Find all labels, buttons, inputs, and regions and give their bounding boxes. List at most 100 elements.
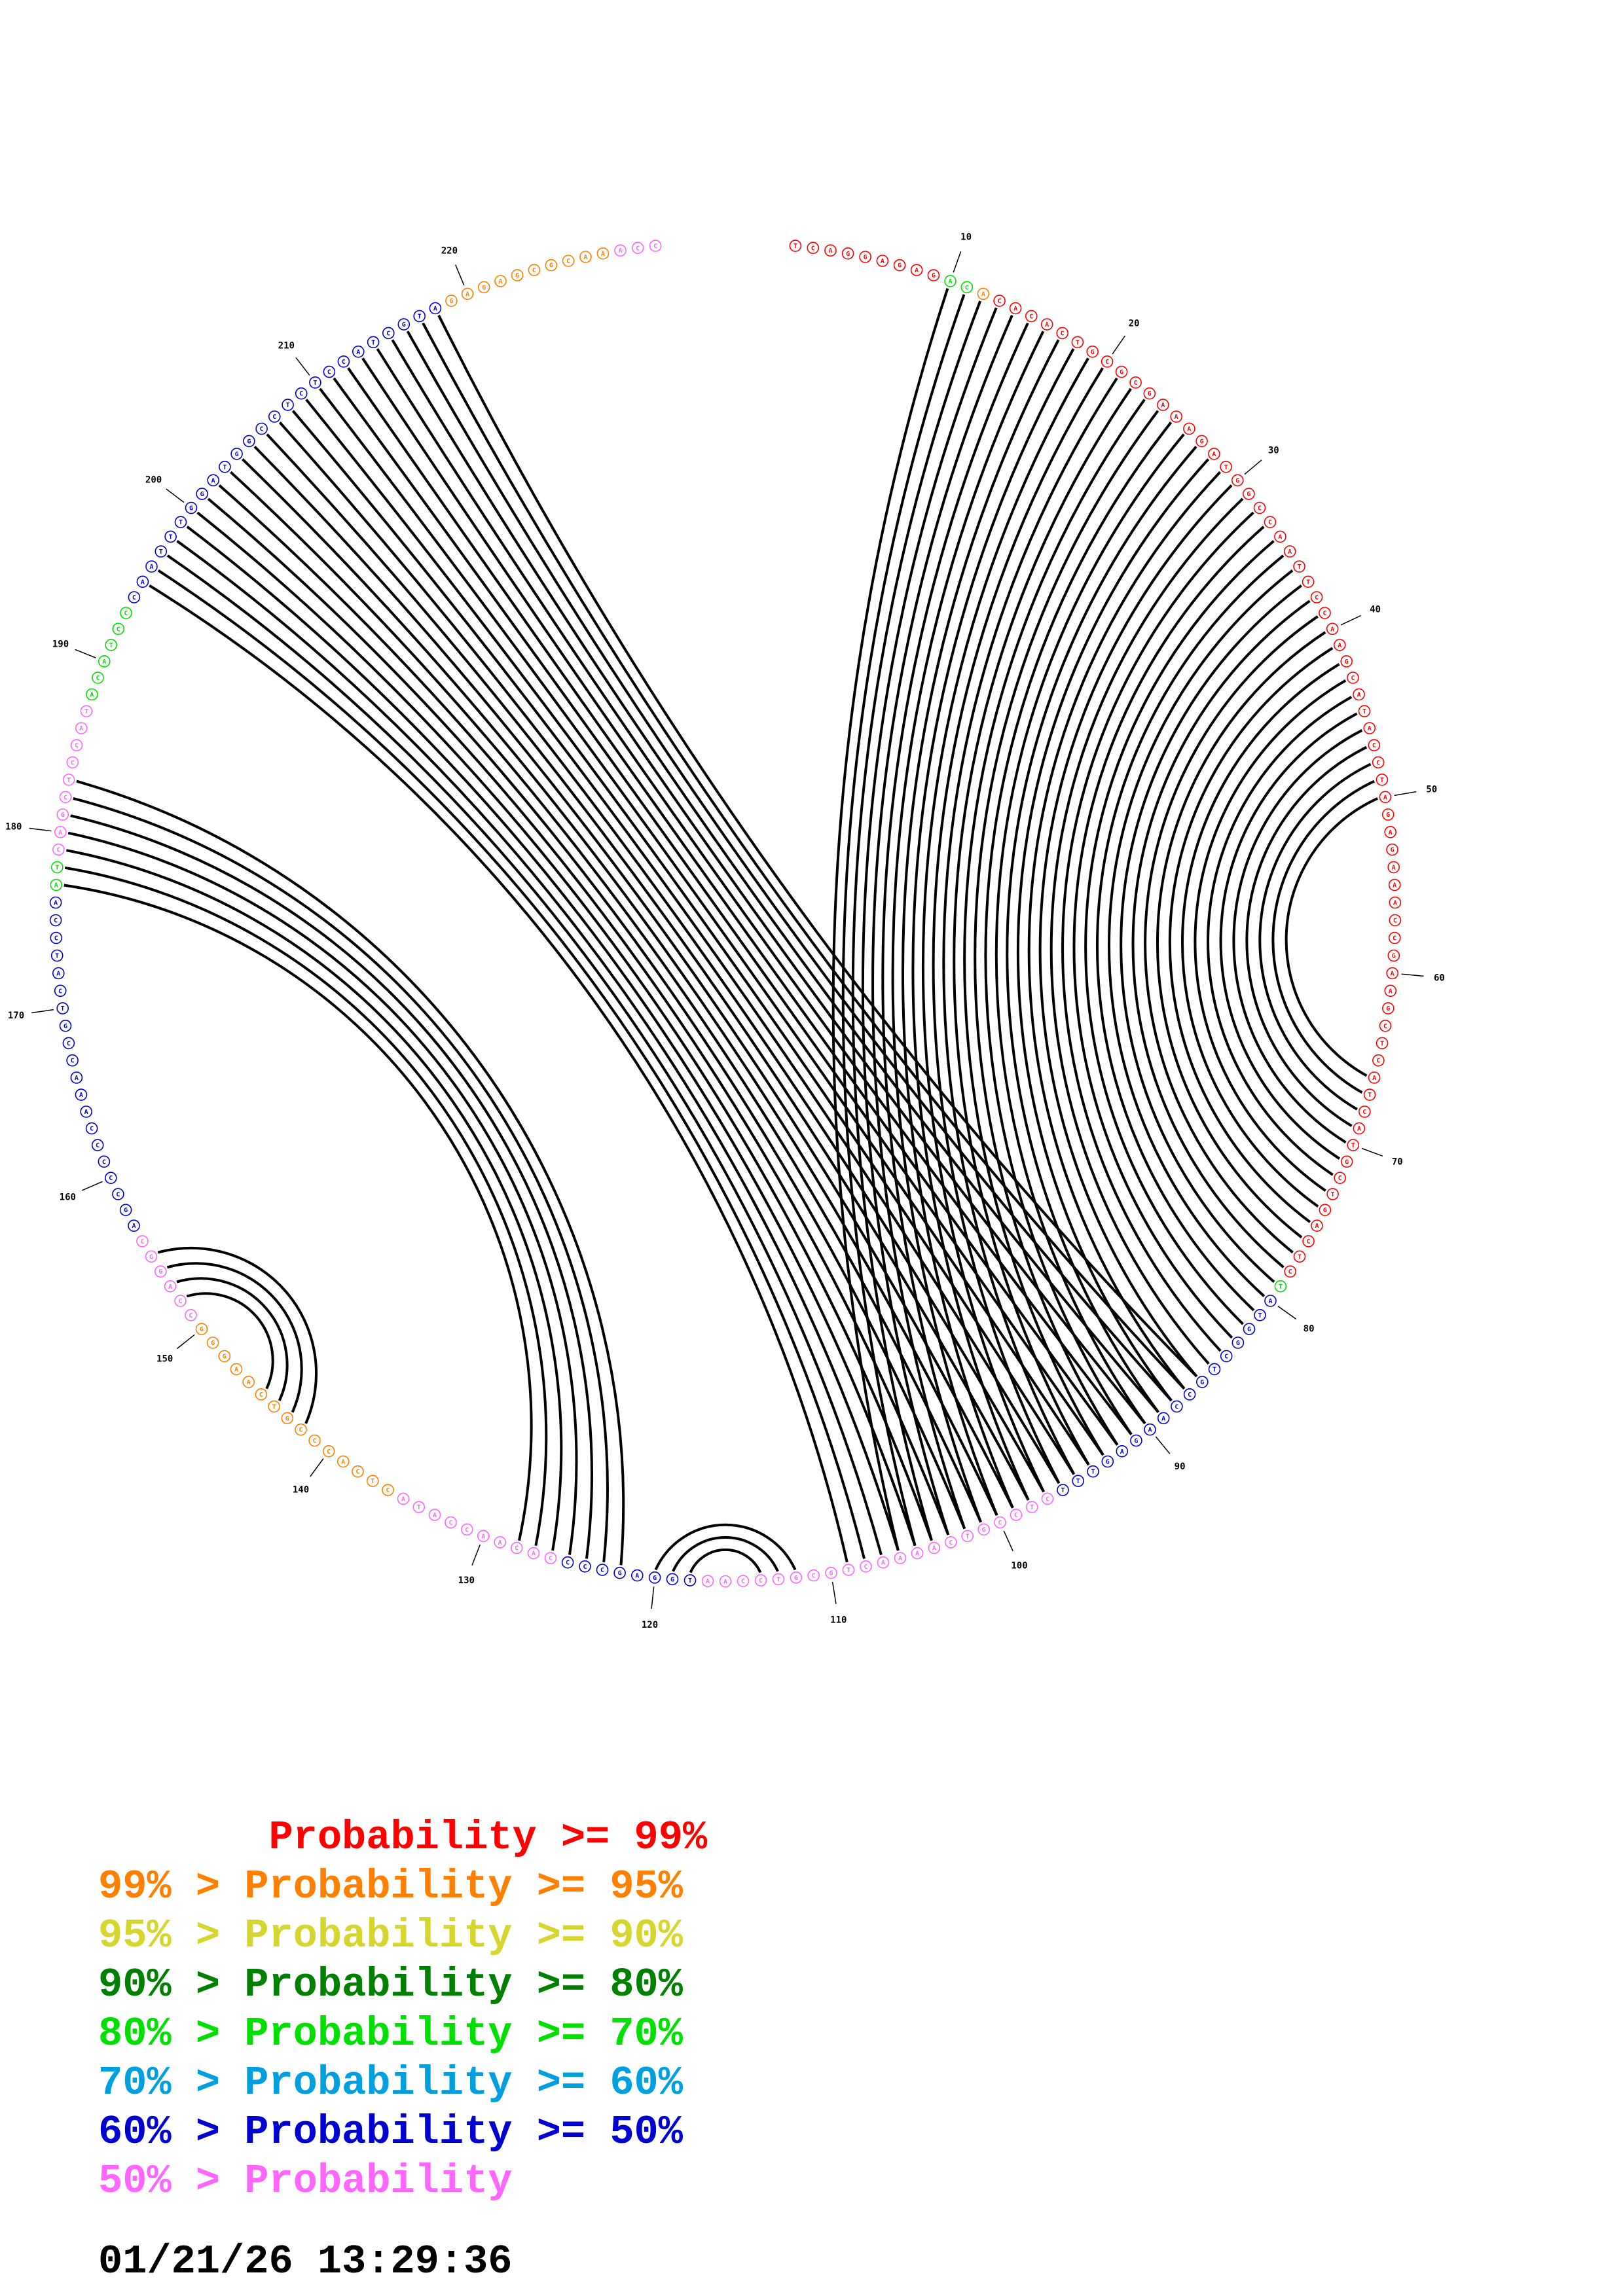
tick-label: 110 xyxy=(830,1615,847,1625)
nucleotide: T xyxy=(1293,560,1305,573)
svg-text:T: T xyxy=(1331,1191,1335,1198)
svg-text:G: G xyxy=(1134,1438,1138,1445)
svg-text:T: T xyxy=(1368,1092,1372,1099)
svg-text:T: T xyxy=(179,519,183,526)
svg-text:A: A xyxy=(532,1551,536,1558)
svg-text:C: C xyxy=(313,1438,317,1445)
svg-text:A: A xyxy=(915,1551,919,1558)
base-pair-arc xyxy=(196,511,933,1541)
svg-text:C: C xyxy=(965,284,969,291)
nucleotide: A xyxy=(1334,639,1346,651)
svg-text:T: T xyxy=(169,533,173,541)
nucleotide: A xyxy=(1386,967,1398,980)
svg-text:A: A xyxy=(149,564,153,571)
nucleotide: G xyxy=(281,1412,294,1425)
svg-text:C: C xyxy=(566,258,570,265)
svg-text:A: A xyxy=(1357,692,1361,699)
nucleotide: G xyxy=(1231,474,1244,487)
nucleotide: G xyxy=(56,808,69,821)
svg-text:C: C xyxy=(71,759,75,766)
base-pair-arc xyxy=(1181,663,1340,1208)
nucleotide: G xyxy=(445,295,458,307)
nucleotide: C xyxy=(98,1155,111,1168)
tick-mark xyxy=(1394,791,1417,797)
svg-text:T: T xyxy=(1380,1040,1384,1047)
base-pair-arc xyxy=(67,831,578,1555)
tick-mark xyxy=(651,1587,655,1609)
nucleotide: A xyxy=(461,287,474,300)
nucleotide: A xyxy=(877,1556,890,1569)
nucleotide: C xyxy=(579,1560,591,1573)
svg-text:G: G xyxy=(864,254,867,261)
svg-text:C: C xyxy=(1315,594,1319,601)
nucleotide: A xyxy=(876,255,889,267)
nucleotide: A xyxy=(54,826,67,838)
base-pair-arc xyxy=(157,569,866,1559)
nucleotide: C xyxy=(59,791,72,804)
svg-text:C: C xyxy=(1188,1391,1192,1399)
svg-text:C: C xyxy=(117,626,120,633)
svg-text:T: T xyxy=(159,548,163,556)
nucleotide: G xyxy=(893,259,906,272)
base-pair-arc xyxy=(984,422,1173,1435)
nucleotide: G xyxy=(1086,345,1099,358)
tick-label: 60 xyxy=(1434,973,1445,984)
svg-text:C: C xyxy=(549,1555,553,1562)
legend-entry-99: Probability >= 99% xyxy=(98,1814,708,1861)
nucleotide: T xyxy=(413,310,426,323)
svg-text:A: A xyxy=(1368,725,1372,732)
nucleotide: C xyxy=(255,1388,268,1401)
tick-mark xyxy=(29,827,52,832)
svg-text:G: G xyxy=(1386,1005,1390,1013)
tick-label: 30 xyxy=(1268,445,1279,456)
svg-text:A: A xyxy=(56,971,60,978)
tick-label: 80 xyxy=(1304,1323,1315,1334)
svg-text:C: C xyxy=(949,1539,953,1547)
nucleotide: T xyxy=(366,1475,379,1487)
svg-text:C: C xyxy=(1322,610,1326,617)
tick-mark xyxy=(166,488,185,503)
nucleotide: T xyxy=(155,545,168,558)
nucleotide: A xyxy=(128,1219,140,1232)
svg-text:T: T xyxy=(55,953,59,960)
nucleotide: A xyxy=(164,1280,177,1293)
nucleotide: C xyxy=(528,264,541,276)
svg-text:G: G xyxy=(1247,491,1250,498)
nucleotide: A xyxy=(1157,399,1169,411)
legend-entry-80: 90% > Probability >= 80% xyxy=(98,1962,683,2008)
tick-mark xyxy=(177,1334,195,1350)
nucleotide: A xyxy=(1208,448,1220,460)
nucleotide: G xyxy=(648,1571,661,1584)
nucleotide: C xyxy=(337,355,350,368)
svg-text:A: A xyxy=(932,1545,936,1552)
nucleotide: C xyxy=(185,1309,197,1321)
base-pair-arc xyxy=(974,410,1159,1446)
tick-mark xyxy=(1361,1147,1383,1157)
base-pair-arc xyxy=(1049,497,1244,1365)
tick-label: 90 xyxy=(1175,1462,1186,1472)
nucleotide: T xyxy=(1302,575,1315,588)
svg-text:A: A xyxy=(465,291,469,298)
nucleotide: C xyxy=(994,1516,1006,1529)
base-pair-arc xyxy=(422,322,1186,1390)
base-pair-arc xyxy=(1232,729,1363,1144)
nucleotide: A xyxy=(944,275,957,287)
base-pair-arc xyxy=(266,433,1030,1501)
svg-text:G: G xyxy=(189,505,193,512)
nucleotide: T xyxy=(268,1400,280,1413)
nucleotide: T xyxy=(1376,774,1389,786)
svg-text:C: C xyxy=(1383,1023,1387,1030)
svg-text:A: A xyxy=(341,1459,345,1466)
nucleotide: C xyxy=(561,1556,574,1569)
timestamp: 01/21/26 13:29:36 xyxy=(98,2238,513,2285)
tick-mark xyxy=(953,251,962,273)
base-pair-arc xyxy=(1168,647,1334,1223)
svg-text:C: C xyxy=(96,675,100,682)
nucleotide: T xyxy=(62,774,75,786)
svg-text:G: G xyxy=(124,1207,128,1214)
nucleotide: A xyxy=(494,1536,507,1549)
nucleotide: T xyxy=(961,1530,974,1543)
svg-text:C: C xyxy=(386,330,390,337)
svg-text:A: A xyxy=(132,1223,136,1230)
nucleotide: A xyxy=(1368,1071,1381,1084)
